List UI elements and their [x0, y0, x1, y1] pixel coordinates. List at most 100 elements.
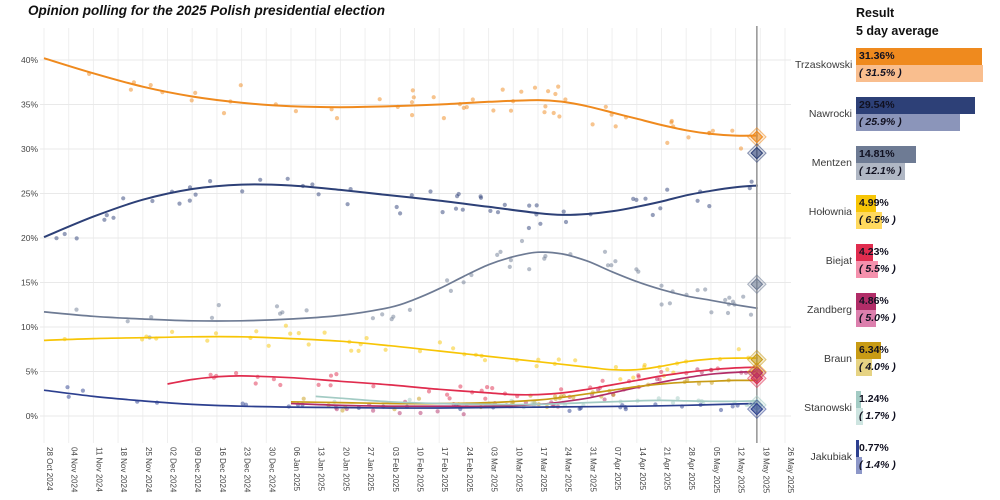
svg-text:27 Jan 2025: 27 Jan 2025 [366, 447, 375, 492]
svg-text:17 Feb 2025: 17 Feb 2025 [440, 447, 449, 492]
result-value-label: 4.23% [859, 246, 889, 258]
five-day-average-bar [856, 408, 863, 425]
svg-text:03 Feb 2025: 03 Feb 2025 [391, 447, 400, 492]
candidate-name: Biejat [825, 255, 852, 267]
svg-text:02 Dec 2024: 02 Dec 2024 [169, 447, 178, 493]
result-bar [856, 48, 983, 65]
five-day-average-label: ( 12.1% ) [859, 165, 902, 177]
svg-text:05 May 2025: 05 May 2025 [712, 447, 721, 494]
candidate-name: Stanowski [804, 402, 852, 414]
svg-text:5%: 5% [26, 367, 39, 377]
candidate-name: Braun [823, 353, 852, 365]
svg-text:28 Apr 2025: 28 Apr 2025 [687, 447, 696, 491]
five-day-average-label: ( 6.5% ) [859, 214, 896, 226]
candidate-row: Jakubiak 0.77% ( 1.4% ) [795, 440, 1000, 474]
five-day-average-label: ( 5.0% ) [859, 312, 896, 324]
result-bar [856, 342, 882, 359]
svg-text:20%: 20% [21, 233, 38, 243]
five-day-average-label: ( 31.5% ) [859, 67, 902, 79]
svg-text:31 Mar 2025: 31 Mar 2025 [588, 447, 597, 492]
svg-text:17 Mar 2025: 17 Mar 2025 [539, 447, 548, 492]
five-day-average-bar [856, 212, 883, 229]
five-day-average-label: ( 1.4% ) [859, 459, 896, 471]
result-bar [856, 440, 860, 457]
svg-text:30 Dec 2024: 30 Dec 2024 [267, 447, 276, 493]
svg-text:03 Mar 2025: 03 Mar 2025 [490, 447, 499, 492]
results-header-line1: Result [856, 6, 895, 20]
five-day-average-bar [856, 261, 879, 278]
candidate-name: Mentzen [811, 157, 852, 169]
svg-text:26 May 2025: 26 May 2025 [786, 447, 795, 494]
svg-text:19 May 2025: 19 May 2025 [761, 447, 770, 494]
candidate-row: Zandberg 4.86% ( 5.0% ) [795, 293, 1000, 327]
svg-text:21 Apr 2025: 21 Apr 2025 [663, 447, 672, 491]
five-day-average-bar [856, 457, 862, 474]
svg-text:06 Jan 2025: 06 Jan 2025 [292, 447, 301, 492]
svg-text:10 Mar 2025: 10 Mar 2025 [514, 447, 523, 492]
result-value-label: 1.24% [859, 393, 889, 405]
svg-text:12 May 2025: 12 May 2025 [737, 447, 746, 494]
candidate-name: Trzaskowski [795, 59, 853, 71]
svg-text:13 Jan 2025: 13 Jan 2025 [317, 447, 326, 492]
result-value-label: 29.54% [859, 99, 895, 111]
candidate-name: Jakubiak [810, 451, 852, 463]
svg-text:0%: 0% [26, 411, 39, 421]
svg-text:25%: 25% [21, 189, 38, 199]
result-value-label: 31.36% [859, 50, 895, 62]
candidate-row: Braun 6.34% ( 4.0% ) [795, 342, 1000, 376]
chart-canvas: 0% 5% 10% 15% 20% 25% 30% 35% 40% 28 Oct 2024 04 N… [21, 26, 795, 494]
five-day-average-bar [856, 359, 873, 376]
five-day-average-bar [856, 163, 905, 180]
svg-text:25 Nov 2024: 25 Nov 2024 [144, 447, 153, 493]
five-day-average-label: ( 25.9% ) [859, 116, 902, 128]
candidate-name: Hołownia [808, 206, 852, 218]
result-bar [856, 244, 873, 261]
results-panel: Result 5 day average Trzaskowski 31.36% … [795, 0, 1000, 500]
svg-text:14 Apr 2025: 14 Apr 2025 [638, 447, 647, 491]
svg-text:09 Dec 2024: 09 Dec 2024 [193, 447, 202, 493]
five-day-average-bar [856, 114, 961, 131]
result-bar [856, 195, 877, 212]
five-day-average-label: ( 1.7% ) [859, 410, 896, 422]
candidate-name: Nawrocki [808, 108, 852, 120]
result-value-label: 14.81% [859, 148, 895, 160]
svg-text:24 Mar 2025: 24 Mar 2025 [564, 447, 573, 492]
svg-text:28 Oct 2024: 28 Oct 2024 [45, 447, 54, 491]
results-panel-header: Result 5 day average [856, 4, 939, 40]
candidate-row: Mentzen 14.81% ( 12.1% ) [795, 146, 1000, 180]
result-value-label: 4.86% [859, 295, 889, 307]
five-day-average-bar [856, 65, 983, 82]
five-day-average-bar [856, 310, 877, 327]
result-value-label: 0.77% [859, 442, 889, 454]
svg-text:16 Dec 2024: 16 Dec 2024 [218, 447, 227, 493]
candidate-name: Zandberg [807, 304, 852, 316]
result-value-label: 4.99% [859, 197, 889, 209]
svg-text:30%: 30% [21, 144, 38, 154]
svg-text:07 Apr 2025: 07 Apr 2025 [613, 447, 622, 491]
svg-text:40%: 40% [21, 55, 38, 65]
svg-text:04 Nov 2024: 04 Nov 2024 [70, 447, 79, 493]
result-bar [856, 146, 916, 163]
result-value-label: 6.34% [859, 344, 889, 356]
candidate-row: Stanowski 1.24% ( 1.7% ) [795, 391, 1000, 425]
svg-text:23 Dec 2024: 23 Dec 2024 [243, 447, 252, 493]
candidate-row: Trzaskowski 31.36% ( 31.5% ) [795, 48, 1000, 82]
candidate-row: Biejat 4.23% ( 5.5% ) [795, 244, 1000, 278]
page-title: Opinion polling for the 2025 Polish pres… [28, 3, 386, 18]
svg-text:24 Feb 2025: 24 Feb 2025 [465, 447, 474, 492]
result-bar [856, 293, 876, 310]
svg-text:10%: 10% [21, 322, 38, 332]
results-header-line2: 5 day average [856, 24, 939, 38]
candidate-row: Nawrocki 29.54% ( 25.9% ) [795, 97, 1000, 131]
svg-text:18 Nov 2024: 18 Nov 2024 [119, 447, 128, 493]
svg-text:15%: 15% [21, 278, 38, 288]
svg-text:20 Jan 2025: 20 Jan 2025 [341, 447, 350, 492]
result-bar [856, 97, 975, 114]
candidate-row: Hołownia 4.99% ( 6.5% ) [795, 195, 1000, 229]
svg-text:11 Nov 2024: 11 Nov 2024 [94, 447, 103, 492]
result-bar [856, 391, 861, 408]
five-day-average-label: ( 4.0% ) [859, 361, 896, 373]
svg-text:35%: 35% [21, 100, 38, 110]
svg-text:10 Feb 2025: 10 Feb 2025 [416, 447, 425, 492]
